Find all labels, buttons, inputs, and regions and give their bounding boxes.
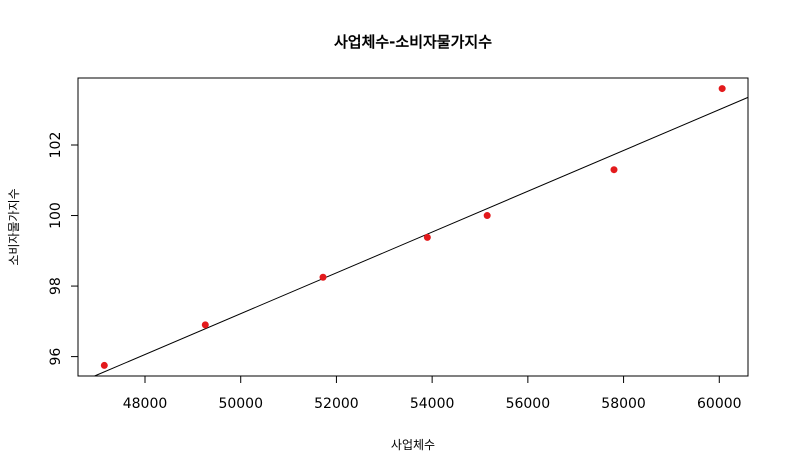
data-points [100, 85, 726, 369]
chart-title: 사업체수-소비자물가지수 [334, 33, 492, 51]
plot-frame [77, 77, 749, 377]
y-tick-label: 100 [48, 202, 64, 229]
x-axis-label: 사업체수 [391, 438, 435, 452]
x-tick-label: 58000 [601, 396, 646, 412]
regression-line [94, 96, 749, 377]
data-point [319, 273, 327, 281]
x-tick-label: 60000 [697, 396, 742, 412]
data-point [423, 233, 431, 241]
data-point [610, 166, 618, 174]
x-tick-label: 54000 [410, 396, 455, 412]
x-axis: 48000 50000 52000 54000 56000 58000 60000 [123, 376, 742, 412]
data-point [718, 85, 726, 93]
y-axis: 96 98 100 102 [48, 132, 78, 366]
x-tick-label: 50000 [218, 396, 263, 412]
x-tick-label: 52000 [314, 396, 359, 412]
data-point [483, 212, 491, 220]
x-tick-label: 48000 [123, 396, 168, 412]
x-tick-label: 56000 [506, 396, 551, 412]
y-axis-label: 소비자물가지수 [7, 188, 21, 265]
y-tick-label: 96 [48, 348, 64, 366]
data-point [100, 361, 108, 369]
y-tick-label: 98 [48, 277, 64, 295]
data-point [201, 321, 209, 329]
y-tick-label: 102 [48, 132, 64, 159]
